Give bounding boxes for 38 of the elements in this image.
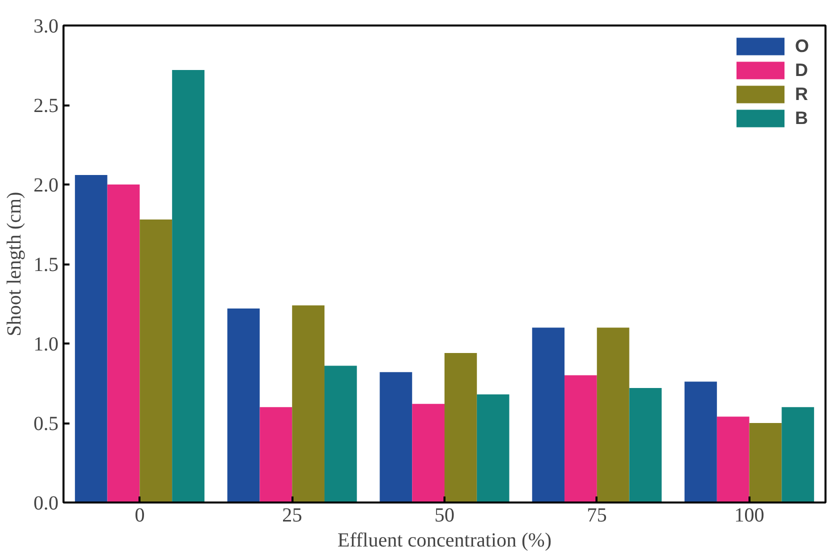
y-tick-label: 2.5 (34, 95, 58, 117)
y-tick-label: 1.5 (34, 254, 58, 276)
bar (629, 388, 662, 502)
y-tick-label: 1.0 (34, 334, 58, 356)
bar (532, 328, 565, 502)
y-tick-label: 3.0 (34, 16, 58, 38)
bar (782, 407, 814, 502)
bar (107, 184, 140, 502)
bar (684, 382, 717, 502)
bar (227, 308, 260, 502)
bar (380, 372, 412, 502)
x-tick-label: 25 (282, 504, 302, 526)
bar (292, 305, 324, 502)
x-axis-title: Effluent concentration (%) (338, 530, 552, 552)
legend-label: R (795, 84, 809, 104)
bar (749, 423, 782, 502)
x-tick-label: 75 (586, 504, 607, 526)
bar (412, 404, 444, 502)
bar (564, 375, 597, 502)
bar (596, 328, 630, 502)
bar (476, 394, 510, 502)
legend-label: O (795, 36, 810, 56)
x-tick-label: 50 (434, 504, 454, 526)
bar (172, 70, 204, 502)
y-tick-label: 0.0 (34, 492, 58, 514)
y-axis-title: Shoot length (cm) (4, 192, 26, 336)
x-tick-label: 0 (134, 504, 145, 526)
x-tick-label: 100 (734, 504, 764, 526)
bar (444, 353, 477, 502)
legend-label: D (795, 60, 809, 80)
bar (716, 416, 750, 502)
y-tick-label: 2.0 (34, 174, 58, 196)
legend-label: B (795, 108, 809, 128)
bar (140, 219, 172, 502)
bar (74, 174, 108, 502)
bar (260, 407, 292, 502)
y-tick-label: 0.5 (34, 413, 58, 435)
bar (324, 366, 357, 502)
